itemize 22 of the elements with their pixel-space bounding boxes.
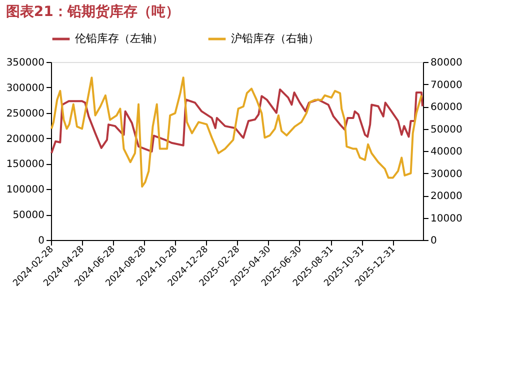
y2-tick-label: 30000 [430,168,462,180]
y-tick-label: 100000 [6,184,44,196]
line-series [50,88,424,154]
y-tick-label: 350000 [6,58,44,68]
y2-tick-label: 60000 [430,102,462,113]
y2-tick-label: 80000 [430,58,462,68]
y-tick-label: 50000 [12,210,44,222]
legend-label: 伦铅库存（左轴） [75,32,163,45]
y2-tick-label: 40000 [430,146,462,158]
y-tick-label: 200000 [6,134,44,145]
y2-tick-label: 50000 [430,124,462,136]
line-series [50,76,422,188]
y2-tick-label: 20000 [430,191,462,202]
y2-tick-label: 70000 [430,80,462,91]
legend-label: 沪铅库存（右轴） [231,32,319,45]
chart-title: 图表21：铅期货库存（吨） [6,3,180,20]
y-tick-label: 150000 [6,159,44,170]
y-tick-label: 0 [38,236,44,246]
y-tick-label: 300000 [6,82,44,94]
y-tick-label: 250000 [6,108,44,120]
y2-tick-label: 10000 [430,213,462,224]
y2-tick-label: 0 [430,236,437,246]
